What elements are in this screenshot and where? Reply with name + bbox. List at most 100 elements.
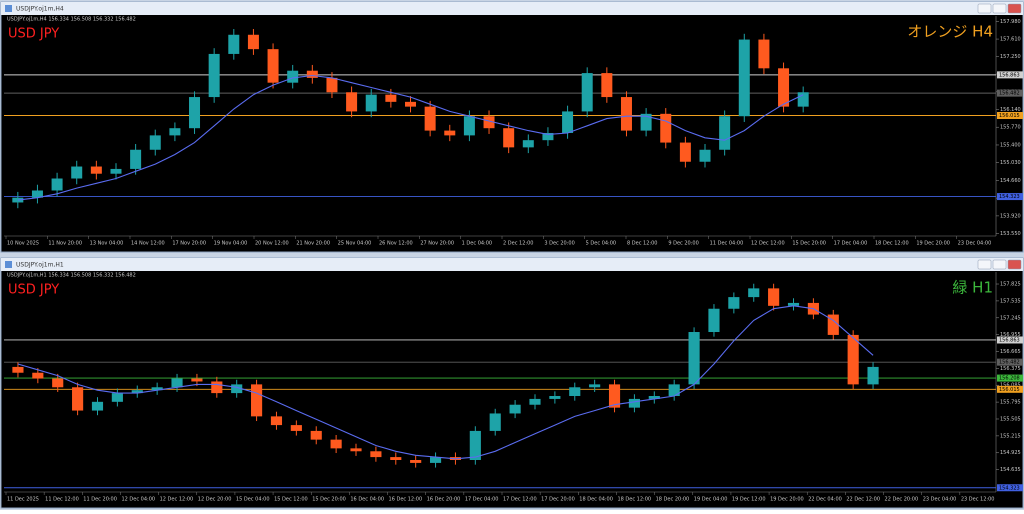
price-level-label: 156.015	[999, 387, 1020, 393]
candle-body	[469, 430, 481, 461]
x-tick-label: 25 Nov 04:00	[338, 241, 372, 247]
candle-body	[738, 39, 750, 117]
x-tick-label: 26 Nov 12:00	[379, 241, 413, 247]
x-tick-label: 22 Dec 04:00	[808, 497, 842, 503]
x-tick-label: 19 Dec 20:00	[916, 241, 950, 247]
candle-body	[509, 404, 521, 414]
x-tick-label: 12 Dec 12:00	[160, 497, 194, 503]
x-tick-label: 11 Dec 20:00	[83, 497, 117, 503]
price-level-label: 156.863	[999, 72, 1020, 78]
y-tick-label: 155.030	[1000, 160, 1021, 166]
candle-body	[522, 140, 534, 148]
candle-body	[326, 77, 338, 93]
y-tick-label: 156.140	[1000, 107, 1021, 113]
timeframe-label: 緑 H1	[952, 279, 993, 297]
info-line: USDJPY.oj1m,H4 156.334 156.508 156.332 1…	[7, 17, 136, 23]
candle-body	[228, 34, 240, 54]
y-tick-label: 154.635	[1000, 467, 1021, 473]
x-tick-label: 16 Dec 12:00	[389, 497, 423, 503]
y-tick-label: 157.535	[1000, 298, 1021, 304]
x-tick-label: 19 Dec 04:00	[694, 497, 728, 503]
moving-average	[17, 305, 874, 460]
candle-body	[668, 384, 680, 397]
candle-body	[211, 381, 223, 394]
window-icon	[5, 261, 12, 268]
x-tick-label: 13 Nov 04:00	[90, 241, 124, 247]
candle-body	[208, 53, 220, 98]
minimize-button[interactable]	[977, 259, 992, 270]
y-tick-label: 154.925	[1000, 450, 1021, 456]
candle-body	[31, 190, 43, 198]
candle-body	[424, 106, 436, 131]
x-tick-label: 16 Dec 20:00	[427, 497, 461, 503]
candle-body	[562, 111, 574, 133]
candle-body	[719, 116, 731, 150]
window-title: USDJPY.oj1m,H4	[16, 6, 64, 13]
candle-body	[405, 101, 416, 107]
candle-body	[529, 398, 541, 405]
candle-body	[91, 401, 104, 411]
y-tick-label: 157.250	[1000, 54, 1021, 60]
candle-body	[708, 308, 720, 333]
candle-body	[688, 332, 700, 385]
y-tick-label: 156.665	[1000, 349, 1021, 355]
x-tick-label: 8 Dec 12:00	[627, 241, 657, 247]
x-tick-label: 10 Nov 2025	[7, 241, 39, 247]
y-tick-label: 157.825	[1000, 282, 1021, 288]
y-tick-label: 155.505	[1000, 416, 1021, 422]
x-tick-label: 11 Dec 12:00	[45, 497, 79, 503]
candle-body	[444, 130, 456, 136]
candle-body	[589, 384, 601, 388]
minimize-button[interactable]	[977, 3, 992, 14]
x-tick-label: 19 Dec 12:00	[732, 497, 766, 503]
price-level-label: 154.323	[999, 485, 1020, 491]
x-tick-label: 19 Nov 04:00	[214, 241, 248, 247]
price-level-box	[997, 193, 1023, 201]
candle-body	[827, 314, 839, 335]
candle-body	[32, 372, 44, 379]
candle-body	[270, 416, 283, 426]
candle-body	[385, 94, 397, 102]
price-level-label: 156.863	[999, 337, 1020, 343]
price-level-box	[997, 374, 1023, 382]
y-tick-label: 153.920	[1000, 213, 1021, 219]
maximize-button[interactable]	[992, 3, 1007, 14]
title-bar	[1, 2, 1023, 15]
y-tick-label: 154.660	[1000, 178, 1021, 184]
candle-body	[628, 398, 640, 408]
candle-body	[130, 149, 142, 169]
maximize-button[interactable]	[992, 259, 1007, 270]
candle-body	[52, 378, 64, 388]
candle-body	[867, 366, 879, 385]
candle-body	[171, 378, 183, 388]
close-button[interactable]	[1007, 3, 1022, 14]
candle-body	[778, 68, 790, 107]
x-tick-label: 16 Dec 04:00	[350, 497, 384, 503]
candle-body	[483, 116, 495, 129]
moving-average	[17, 74, 804, 201]
x-tick-label: 5 Dec 04:00	[586, 241, 616, 247]
x-tick-label: 11 Dec 2025	[7, 497, 39, 503]
close-button[interactable]	[1007, 259, 1022, 270]
candle-body	[365, 94, 377, 112]
timeframe-label: オレンジ H4	[907, 23, 993, 41]
x-tick-label: 22 Dec 12:00	[846, 497, 880, 503]
x-tick-label: 18 Dec 12:00	[617, 497, 651, 503]
candle-body	[489, 413, 501, 431]
info-line: USDJPY.oj1m,H1 156.334 156.508 156.332 1…	[7, 273, 136, 279]
x-tick-label: 19 Dec 20:00	[770, 497, 804, 503]
x-tick-label: 17 Dec 04:00	[465, 497, 499, 503]
candle-body	[542, 132, 554, 141]
x-tick-label: 15 Dec 12:00	[274, 497, 308, 503]
candle-body	[90, 166, 102, 174]
x-tick-label: 21 Nov 20:00	[296, 241, 330, 247]
x-tick-label: 27 Nov 20:00	[420, 241, 454, 247]
candle-body	[768, 288, 780, 306]
price-level-box	[997, 89, 1023, 97]
candle-body	[350, 448, 362, 452]
candle-body	[71, 166, 83, 179]
candle-body	[640, 113, 652, 131]
candle-body	[569, 387, 581, 397]
x-tick-label: 14 Nov 12:00	[131, 241, 165, 247]
